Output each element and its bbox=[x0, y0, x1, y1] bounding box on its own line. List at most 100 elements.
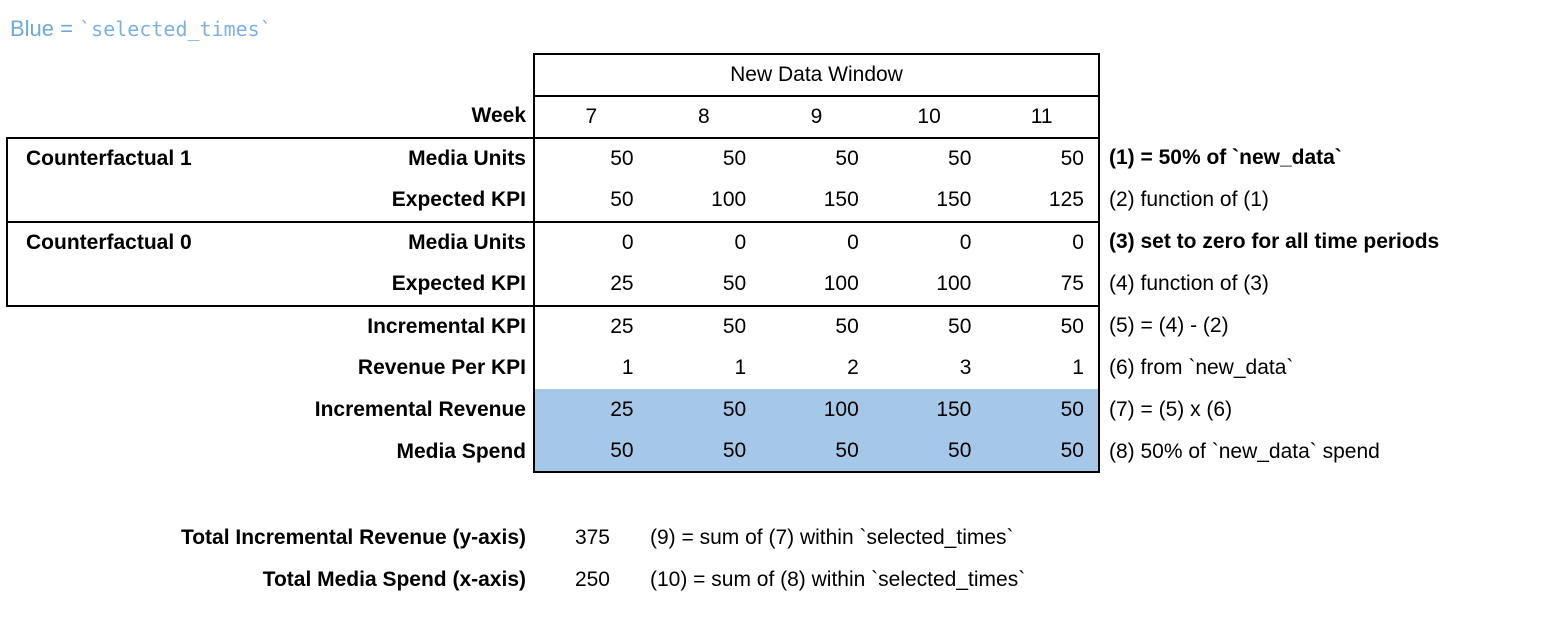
cell-value: 50 bbox=[610, 147, 634, 170]
total-value: 250 bbox=[574, 568, 610, 591]
week-number: 8 bbox=[698, 105, 710, 128]
total-label: Total Media Spend (x-axis) bbox=[262, 568, 526, 591]
cell-value: 25 bbox=[610, 272, 634, 295]
cell-value: 50 bbox=[948, 439, 972, 462]
row-annotation: (5) = (4) - (2) bbox=[1109, 314, 1229, 337]
table-row-incremental-kpi: Incremental KPI 25 50 50 50 50 (5) = (4)… bbox=[6, 305, 1439, 347]
label-cell: Counterfactual 1 Media Units bbox=[6, 137, 533, 179]
table-row-expected-kpi-cf1: Expected KPI 50 100 150 150 125 (2) func… bbox=[6, 179, 1439, 221]
cell-value: 50 bbox=[722, 398, 747, 421]
cell-value: 2 bbox=[847, 356, 859, 379]
spacer-cell bbox=[6, 53, 533, 95]
total-label: Total Incremental Revenue (y-axis) bbox=[180, 526, 526, 549]
week-label: Week bbox=[471, 104, 526, 127]
cell-value: 75 bbox=[1060, 272, 1084, 295]
cell-value: 50 bbox=[722, 315, 747, 338]
total-annotation: (9) = sum of (7) within `selected_times` bbox=[650, 526, 1014, 549]
cell-value: 0 bbox=[959, 231, 972, 254]
row-label: Incremental KPI bbox=[367, 315, 526, 338]
week-numbers: 7 8 9 10 11 bbox=[533, 95, 1100, 137]
legend-prefix: Blue = bbox=[10, 16, 80, 41]
table-row-media-spend: Media Spend 50 50 50 50 50 (8) 50% of `n… bbox=[6, 431, 1439, 473]
cell-value: 50 bbox=[948, 315, 972, 338]
week-number: 7 bbox=[585, 105, 598, 128]
row-label: Expected KPI bbox=[391, 272, 526, 295]
legend: Blue = `selected_times` bbox=[10, 16, 272, 42]
data-cells-highlighted: 25 50 100 150 50 bbox=[533, 389, 1100, 431]
label-cell: Counterfactual 0 Media Units bbox=[6, 221, 533, 263]
cell-value: 50 bbox=[1060, 147, 1084, 170]
table-row-weeks: Week 7 8 9 10 11 bbox=[6, 95, 1439, 137]
cell-value: 50 bbox=[722, 147, 747, 170]
cell-value: 50 bbox=[1060, 315, 1084, 338]
data-cells: 50 50 50 50 50 bbox=[533, 137, 1100, 179]
row-annotation: (6) from `new_data` bbox=[1109, 356, 1294, 379]
cell-value: 50 bbox=[722, 439, 747, 462]
cell-value: 100 bbox=[823, 398, 859, 421]
table-row-media-units-cf1: Counterfactual 1 Media Units 50 50 50 50… bbox=[6, 137, 1439, 179]
cell-value: 150 bbox=[823, 188, 859, 211]
data-cells: 25 50 100 100 75 bbox=[533, 263, 1100, 305]
row-label: Expected KPI bbox=[391, 188, 526, 211]
cell-value: 0 bbox=[847, 231, 859, 254]
week-number: 10 bbox=[917, 105, 941, 128]
cell-value: 1 bbox=[734, 356, 747, 379]
data-cells: 25 50 50 50 50 bbox=[533, 305, 1100, 347]
total-media-spend-row: Total Media Spend (x-axis) 250 (10) = su… bbox=[6, 559, 1026, 601]
label-cell: Revenue Per KPI bbox=[6, 347, 533, 389]
week-number: 9 bbox=[810, 105, 823, 128]
legend-code: `selected_times` bbox=[79, 17, 272, 41]
label-cell: Incremental KPI bbox=[6, 305, 533, 347]
cell-value: 50 bbox=[835, 439, 859, 462]
total-value: 375 bbox=[574, 526, 610, 549]
cell-value: 50 bbox=[610, 439, 634, 462]
new-data-window-header: New Data Window bbox=[533, 53, 1100, 95]
row-annotation: (7) = (5) x (6) bbox=[1109, 398, 1233, 421]
data-cells: 1 1 2 3 1 bbox=[533, 347, 1100, 389]
data-cells-highlighted: 50 50 50 50 50 bbox=[533, 431, 1100, 473]
cell-value: 100 bbox=[936, 272, 972, 295]
row-label: Media Units bbox=[408, 147, 526, 170]
cell-value: 25 bbox=[610, 398, 634, 421]
week-number: 11 bbox=[1030, 105, 1053, 128]
cell-value: 3 bbox=[959, 356, 972, 379]
row-annotation: (8) 50% of `new_data` spend bbox=[1109, 440, 1380, 463]
cell-value: 50 bbox=[1060, 398, 1084, 421]
cell-value: 150 bbox=[936, 188, 972, 211]
cell-value: 50 bbox=[835, 147, 859, 170]
cell-value: 100 bbox=[711, 188, 747, 211]
cell-value: 100 bbox=[823, 272, 859, 295]
row-annotation: (4) function of (3) bbox=[1109, 272, 1269, 295]
cell-value: 0 bbox=[1072, 231, 1084, 254]
table-row-revenue-per-kpi: Revenue Per KPI 1 1 2 3 1 (6) from `new_… bbox=[6, 347, 1439, 389]
window-header-label: New Data Window bbox=[730, 63, 903, 86]
cell-value: 50 bbox=[610, 188, 634, 211]
week-label-cell: Week bbox=[6, 95, 533, 137]
group-label: Counterfactual 0 bbox=[26, 231, 192, 254]
row-annotation: (3) set to zero for all time periods bbox=[1109, 230, 1440, 253]
row-label: Revenue Per KPI bbox=[357, 356, 526, 379]
row-label: Media Spend bbox=[396, 440, 526, 463]
total-incremental-revenue-row: Total Incremental Revenue (y-axis) 375 (… bbox=[6, 517, 1025, 559]
data-cells: 0 0 0 0 0 bbox=[533, 221, 1100, 263]
row-label: Incremental Revenue bbox=[314, 398, 526, 421]
label-cell: Incremental Revenue bbox=[6, 389, 533, 431]
cell-value: 0 bbox=[734, 231, 747, 254]
cell-value: 50 bbox=[722, 272, 747, 295]
counterfactual-table: New Data Window Week 7 8 9 10 11 Counter… bbox=[6, 53, 1439, 473]
label-cell: Expected KPI bbox=[6, 179, 533, 221]
cell-value: 50 bbox=[835, 315, 859, 338]
table-row-incremental-revenue: Incremental Revenue 25 50 100 150 50 (7)… bbox=[6, 389, 1439, 431]
cell-value: 1 bbox=[1072, 356, 1084, 379]
annotation-cell bbox=[1100, 53, 1109, 95]
annotation-cell bbox=[1100, 95, 1109, 137]
cell-value: 1 bbox=[621, 356, 634, 379]
cell-value: 25 bbox=[610, 315, 634, 338]
group-label: Counterfactual 1 bbox=[26, 147, 192, 170]
label-cell: Expected KPI bbox=[6, 263, 533, 305]
cell-value: 50 bbox=[948, 147, 972, 170]
label-cell: Media Spend bbox=[6, 431, 533, 473]
data-cells: 50 100 150 150 125 bbox=[533, 179, 1100, 221]
cell-value: 50 bbox=[1060, 439, 1084, 462]
